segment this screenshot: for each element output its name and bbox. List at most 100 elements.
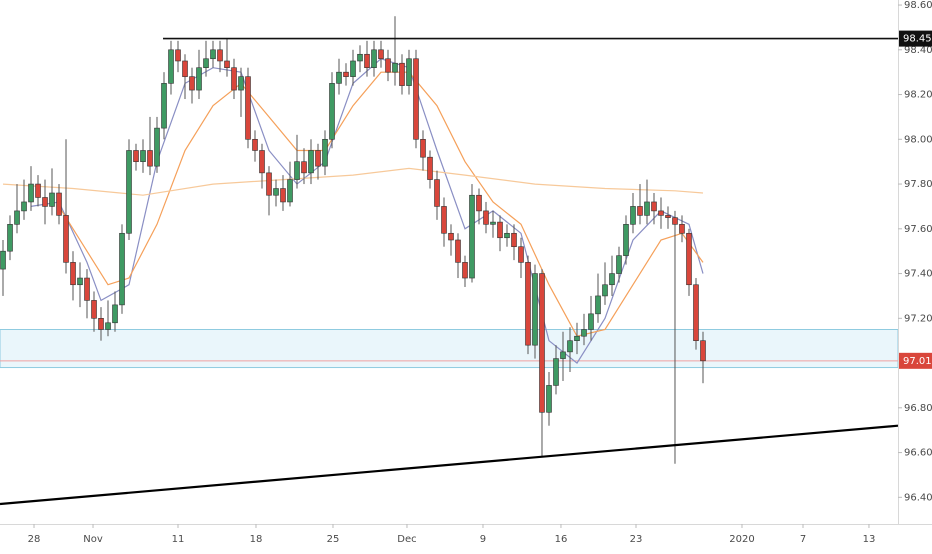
candle-body [525, 262, 531, 346]
candle-body [119, 232, 125, 306]
candle-body [679, 224, 685, 234]
x-tick-label: Dec [397, 534, 416, 545]
candle-body [434, 179, 440, 207]
candle-body [0, 250, 6, 270]
candle-body [392, 62, 398, 73]
candle-body [490, 221, 496, 225]
candle-body [301, 161, 307, 174]
candle-body [602, 284, 608, 297]
candle-body [7, 224, 13, 252]
candle-body [63, 215, 69, 263]
y-tick-label: 97.40 [904, 269, 932, 280]
candle-body [399, 62, 405, 86]
candle-body [140, 150, 146, 162]
candle-body [420, 138, 426, 158]
candle-body [161, 83, 167, 129]
candle-body [182, 60, 188, 77]
candle-body [630, 206, 636, 225]
x-tick-label: 11 [172, 534, 185, 545]
candle-body [462, 262, 468, 279]
candle-body [91, 300, 97, 319]
candle-body [567, 340, 573, 353]
last-price-tag-label: 97.01 [903, 356, 932, 367]
candle-body [126, 150, 132, 234]
candle-body [455, 239, 461, 263]
y-tick-label: 98.40 [904, 45, 932, 56]
candle-body [42, 197, 48, 207]
candle-body [588, 313, 594, 330]
candle-body [322, 138, 328, 167]
candle-body [560, 351, 566, 359]
candle-body [483, 210, 489, 225]
candle-body [217, 49, 223, 62]
candle-body [378, 49, 384, 60]
y-tick-label: 96.60 [904, 448, 932, 459]
candle-body [371, 49, 377, 68]
y-tick-label: 98.60 [904, 0, 932, 11]
candle-body [504, 232, 510, 239]
x-tick-label: 16 [555, 534, 568, 545]
candle-body [427, 156, 433, 180]
candle-body [70, 262, 76, 286]
candle-body [224, 60, 230, 68]
candle-body [287, 179, 293, 203]
x-tick-label: 25 [327, 534, 340, 545]
x-tick-label: Nov [83, 534, 103, 545]
candle-body [259, 150, 265, 174]
candle-body [336, 71, 342, 84]
candle-body [616, 255, 622, 274]
candle-body [84, 277, 90, 301]
candle-body [672, 217, 678, 225]
y-tick-label: 98.00 [904, 134, 932, 145]
candle-body [623, 224, 629, 256]
candle-body [28, 183, 34, 203]
x-tick-label: 9 [480, 534, 486, 545]
candle-body [210, 49, 216, 60]
candle-body [581, 329, 587, 337]
candle-body [539, 273, 545, 413]
candle-body [700, 340, 706, 362]
candle-body [406, 58, 412, 86]
plot-area [0, 16, 898, 506]
candle-body [546, 385, 552, 413]
candle-body [266, 172, 272, 196]
candle-body [245, 76, 251, 140]
candle-body [609, 273, 615, 286]
candle-body [658, 210, 664, 216]
candle-body [385, 58, 391, 73]
candle-body [252, 138, 258, 151]
x-tick-label: 13 [863, 534, 876, 545]
x-tick-label: 7 [800, 534, 806, 545]
candle-body [637, 206, 643, 216]
x-tick-label: 18 [250, 534, 263, 545]
candle-body [518, 246, 524, 263]
candle-body [56, 192, 62, 216]
candle-body [154, 127, 160, 167]
candle-body [294, 161, 300, 180]
y-tick-label: 98.20 [904, 90, 932, 101]
x-tick-label: 2020 [729, 534, 754, 545]
support-zone [0, 328, 898, 369]
candle-body [238, 76, 244, 91]
resistance-tag-label: 98.45 [903, 34, 932, 45]
candle-body [413, 58, 419, 140]
candle-body [14, 210, 20, 225]
candle-body [49, 192, 55, 207]
candle-body [168, 49, 174, 84]
candle-body [665, 215, 671, 218]
candle-body [595, 295, 601, 315]
y-tick-label: 97.60 [904, 224, 932, 235]
candle-body [21, 201, 27, 212]
candle-body [231, 67, 237, 91]
line-series [0, 424, 898, 506]
candle-body [574, 335, 580, 341]
resistance-tag [899, 30, 932, 47]
y-tick-label: 96.80 [904, 403, 932, 414]
last-price-tag [899, 352, 932, 369]
candle-body [532, 273, 538, 346]
line-series [58, 71, 704, 337]
candle-body [77, 277, 83, 286]
candle-body [448, 232, 454, 241]
y-tick-label: 97.20 [904, 313, 932, 324]
